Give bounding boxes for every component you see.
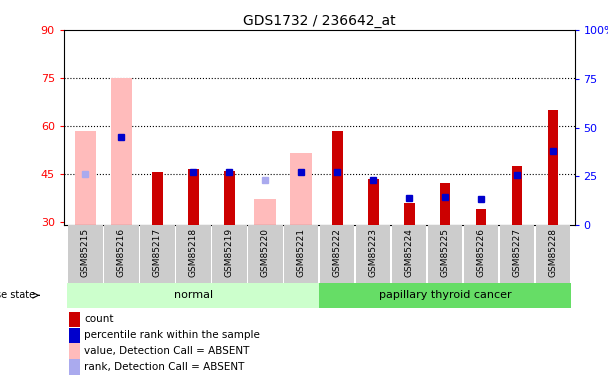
Text: GSM85219: GSM85219: [225, 228, 234, 277]
Text: GSM85227: GSM85227: [513, 228, 522, 277]
Bar: [404, 202, 415, 225]
Bar: [440, 183, 451, 225]
Text: GSM85217: GSM85217: [153, 228, 162, 277]
Bar: [67, 283, 319, 308]
Bar: [428, 225, 462, 283]
Bar: [284, 225, 319, 283]
Text: GSM85216: GSM85216: [117, 228, 126, 277]
Bar: [75, 131, 96, 225]
Text: GSM85224: GSM85224: [404, 228, 413, 277]
Bar: [511, 166, 522, 225]
Bar: [319, 283, 571, 308]
Bar: [212, 225, 247, 283]
Bar: [536, 225, 570, 283]
Bar: [320, 225, 354, 283]
Bar: [69, 359, 80, 375]
Bar: [224, 171, 235, 225]
Text: disease state: disease state: [0, 290, 35, 300]
Title: GDS1732 / 236642_at: GDS1732 / 236642_at: [243, 13, 396, 28]
Bar: [69, 312, 80, 327]
Text: rank, Detection Call = ABSENT: rank, Detection Call = ABSENT: [85, 362, 244, 372]
Bar: [188, 169, 199, 225]
Text: GSM85223: GSM85223: [368, 228, 378, 277]
Bar: [255, 200, 276, 225]
Bar: [475, 209, 486, 225]
Bar: [332, 131, 342, 225]
Text: count: count: [85, 314, 114, 324]
Bar: [69, 344, 80, 359]
Text: GSM85226: GSM85226: [477, 228, 486, 277]
Bar: [140, 225, 174, 283]
Bar: [356, 225, 390, 283]
Bar: [548, 110, 558, 225]
Bar: [464, 225, 499, 283]
Text: normal: normal: [174, 290, 213, 300]
Text: GSM85221: GSM85221: [297, 228, 306, 277]
Bar: [368, 178, 379, 225]
Text: GSM85228: GSM85228: [548, 228, 558, 277]
Bar: [392, 225, 426, 283]
Bar: [152, 172, 163, 225]
Bar: [248, 225, 283, 283]
Bar: [291, 153, 312, 225]
Bar: [69, 327, 80, 343]
Text: GSM85218: GSM85218: [189, 228, 198, 277]
Text: value, Detection Call = ABSENT: value, Detection Call = ABSENT: [85, 346, 250, 356]
Text: GSM85225: GSM85225: [441, 228, 449, 277]
Bar: [104, 225, 139, 283]
Bar: [68, 225, 103, 283]
Text: GSM85215: GSM85215: [81, 228, 90, 277]
Bar: [500, 225, 534, 283]
Text: papillary thyroid cancer: papillary thyroid cancer: [379, 290, 511, 300]
Bar: [176, 225, 210, 283]
Text: percentile rank within the sample: percentile rank within the sample: [85, 330, 260, 340]
Text: GSM85220: GSM85220: [261, 228, 270, 277]
Bar: [111, 78, 132, 225]
Text: GSM85222: GSM85222: [333, 228, 342, 277]
